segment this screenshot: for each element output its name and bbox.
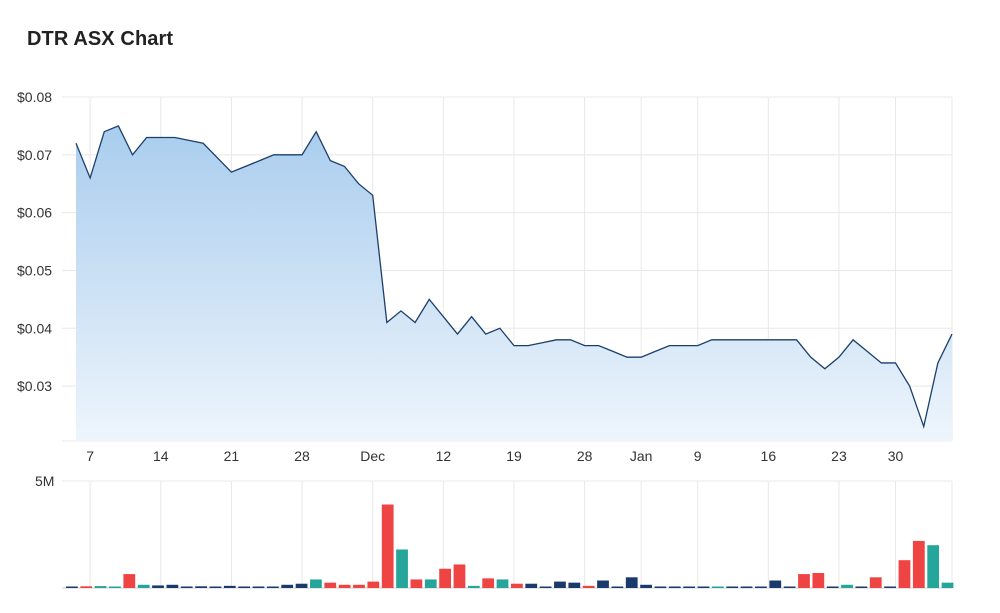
volume-bar bbox=[180, 586, 193, 588]
volume-bar bbox=[439, 568, 451, 588]
volume-bar bbox=[568, 582, 581, 588]
date-x-tick-label: 14 bbox=[153, 448, 169, 464]
volume-bar bbox=[353, 584, 365, 588]
volume-bar bbox=[381, 504, 394, 588]
volume-bar bbox=[324, 582, 337, 588]
chart-title: DTR ASX Chart bbox=[27, 28, 174, 50]
volume-bar bbox=[798, 574, 810, 588]
volume-bar bbox=[582, 585, 595, 588]
price-y-tick-label: $0.07 bbox=[17, 147, 52, 163]
volume-bar bbox=[539, 586, 552, 588]
volume-bar bbox=[396, 549, 408, 588]
volume-bar bbox=[841, 584, 853, 588]
date-x-tick-label: Dec bbox=[360, 448, 385, 464]
volume-bar bbox=[884, 586, 896, 588]
volume-bar bbox=[755, 586, 767, 588]
volume-bar bbox=[266, 586, 279, 588]
price-y-tick-label: $0.08 bbox=[17, 89, 52, 105]
volume-bar bbox=[80, 586, 93, 588]
date-x-tick-label: 28 bbox=[577, 448, 593, 464]
date-x-tick-label: 19 bbox=[506, 448, 522, 464]
volume-bar bbox=[597, 580, 609, 588]
date-x-tick-label: 30 bbox=[888, 448, 904, 464]
date-x-axis: 7 14 21 28 Dec 12 19 28 Jan 9 16 23 30 bbox=[86, 448, 903, 464]
volume-bar bbox=[783, 586, 796, 588]
price-y-tick-label: $0.05 bbox=[17, 262, 52, 278]
price-y-axis: $0.08 $0.07 $0.06 $0.05 $0.04 $0.03 bbox=[17, 89, 52, 394]
volume-bar bbox=[683, 586, 696, 588]
price-line bbox=[75, 125, 953, 429]
volume-bar bbox=[912, 540, 925, 588]
price-y-tick-label: $0.06 bbox=[17, 205, 52, 221]
date-x-tick-label: 12 bbox=[436, 448, 452, 464]
volume-bar bbox=[223, 585, 236, 588]
volume-bar bbox=[525, 583, 538, 588]
volume-bar bbox=[281, 584, 294, 588]
volume-bar bbox=[941, 582, 954, 588]
volume-bar bbox=[927, 545, 940, 588]
volume-bar bbox=[496, 579, 509, 588]
volume-grid bbox=[62, 480, 953, 589]
volume-bar bbox=[726, 586, 739, 588]
date-x-tick-label: 21 bbox=[224, 448, 240, 464]
volume-bar bbox=[554, 581, 566, 588]
volume-bar bbox=[869, 577, 882, 588]
price-y-tick-label: $0.03 bbox=[17, 378, 52, 394]
volume-bars bbox=[66, 504, 954, 588]
volume-bar bbox=[769, 580, 782, 588]
volume-bar bbox=[697, 586, 710, 588]
volume-bar bbox=[812, 573, 825, 588]
date-x-tick-label: 28 bbox=[294, 448, 310, 464]
volume-bar bbox=[310, 579, 322, 588]
price-y-tick-label: $0.04 bbox=[17, 320, 52, 336]
volume-bar bbox=[855, 586, 868, 588]
volume-bar bbox=[238, 586, 251, 588]
volume-bar bbox=[611, 586, 624, 588]
date-x-tick-label: 7 bbox=[86, 448, 94, 464]
volume-bar bbox=[252, 586, 265, 588]
volume-bar bbox=[668, 586, 681, 588]
volume-bar bbox=[640, 584, 652, 588]
price-area bbox=[76, 125, 952, 441]
volume-bar bbox=[195, 586, 207, 588]
volume-bar bbox=[711, 586, 724, 588]
volume-bar bbox=[424, 579, 437, 588]
volume-bar bbox=[511, 583, 523, 588]
volume-bar bbox=[625, 577, 638, 588]
volume-bar bbox=[740, 586, 753, 588]
volume-bar bbox=[94, 586, 107, 588]
volume-y-tick-label: 5M bbox=[35, 473, 54, 489]
volume-bar bbox=[410, 579, 423, 588]
volume-bar bbox=[295, 583, 308, 588]
date-x-tick-label: 9 bbox=[694, 448, 702, 464]
date-x-tick-label: 16 bbox=[761, 448, 777, 464]
volume-bar bbox=[166, 584, 179, 588]
volume-bar bbox=[338, 584, 351, 588]
volume-bar bbox=[453, 564, 466, 588]
volume-bar bbox=[826, 586, 839, 588]
date-x-tick-label: Jan bbox=[630, 448, 653, 464]
date-x-tick-label: 23 bbox=[831, 448, 847, 464]
volume-bar bbox=[137, 584, 150, 588]
volume-bar bbox=[367, 581, 380, 588]
volume-bar bbox=[66, 586, 78, 588]
volume-bar bbox=[654, 586, 667, 588]
volume-bar bbox=[482, 578, 495, 588]
volume-bar bbox=[209, 586, 222, 588]
volume-bar bbox=[152, 585, 164, 588]
volume-bar bbox=[123, 574, 136, 588]
volume-bar bbox=[898, 560, 911, 588]
volume-bar bbox=[109, 586, 121, 588]
volume-y-axis: 5M bbox=[35, 473, 54, 489]
volume-bar bbox=[467, 585, 480, 588]
